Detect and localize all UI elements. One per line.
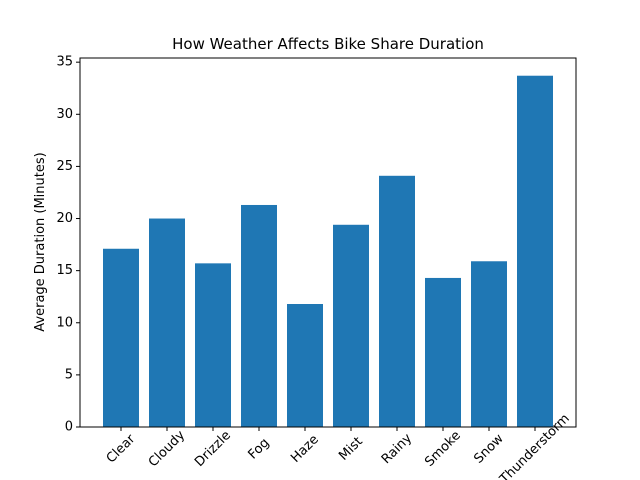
y-tick-label: 25 — [56, 159, 73, 174]
x-tick-label: Cloudy — [146, 428, 189, 471]
x-tick-label: Fog — [245, 435, 272, 462]
y-tick-label: 30 — [56, 107, 73, 122]
chart-title: How Weather Affects Bike Share Duration — [172, 35, 484, 53]
bar — [287, 304, 323, 427]
y-tick-label: 15 — [56, 263, 73, 278]
x-tick-label: Mist — [336, 434, 365, 463]
y-axis-label: Average Duration (Minutes) — [33, 152, 48, 331]
bar — [379, 175, 415, 427]
bar — [333, 224, 369, 427]
x-tick-label: Clear — [104, 431, 139, 466]
bar — [195, 263, 231, 427]
x-tick-label: Drizzle — [192, 428, 234, 470]
x-tick-label: Smoke — [422, 428, 464, 470]
y-tick-label: 0 — [65, 420, 73, 435]
bar — [103, 248, 139, 427]
y-tick-label: 5 — [65, 367, 73, 382]
bar — [241, 204, 277, 427]
bar — [425, 277, 461, 427]
x-tick-label: Haze — [288, 432, 322, 466]
x-tick-label: Snow — [471, 431, 507, 467]
x-tick-label: Rainy — [379, 431, 415, 467]
bar — [517, 75, 553, 427]
plot-frame — [79, 57, 577, 428]
bar — [149, 218, 185, 427]
y-tick-label: 35 — [56, 55, 73, 70]
y-tick-label: 20 — [56, 211, 73, 226]
bar — [471, 261, 507, 427]
y-tick-label: 10 — [56, 315, 73, 330]
